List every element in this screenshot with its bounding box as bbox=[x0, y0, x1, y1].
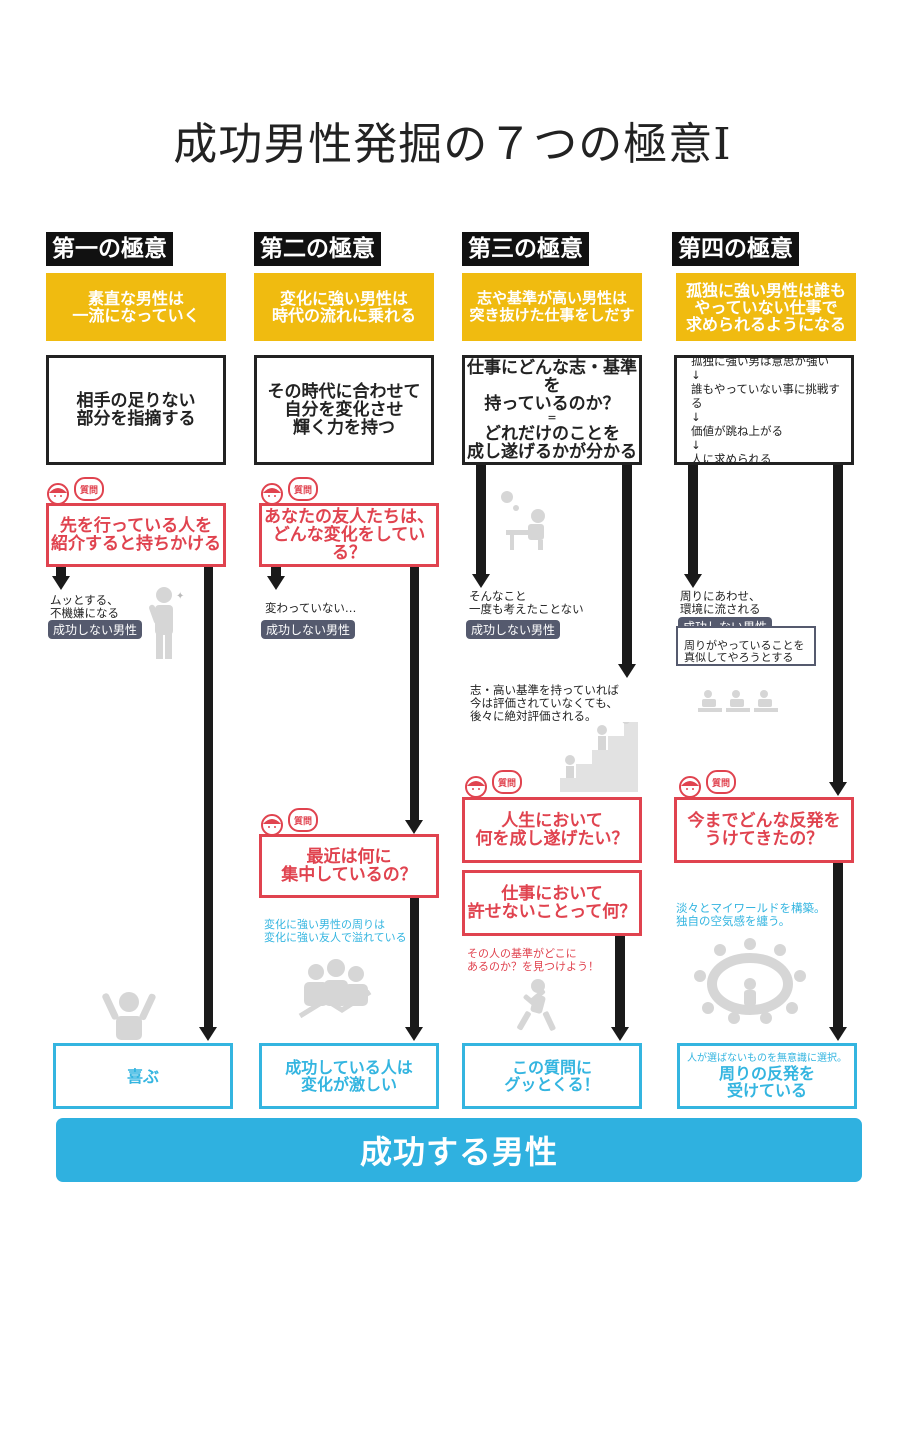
column-1-note: ムッとする、 不機嫌になる bbox=[50, 593, 119, 620]
questioner-face-icon bbox=[261, 814, 283, 836]
page-title: 成功男性発掘の７つの極意Ⅰ bbox=[173, 119, 732, 170]
column-4-left-arrow-icon bbox=[684, 574, 702, 588]
column-4-right-line-top bbox=[833, 465, 843, 783]
jumping-man-icon bbox=[516, 978, 564, 1038]
column-4-question-box: 今までどんな反発を うけてきたの？ bbox=[674, 797, 854, 863]
column-2-left-arrow-icon bbox=[267, 576, 285, 590]
success-man-banner: 成功する男性 bbox=[56, 1118, 862, 1182]
column-4-result-box: 人が選ばないものを無意識に選択。 周りの反発を 受けている bbox=[677, 1043, 857, 1109]
column-4-main-box: 孤独に強い男は意思が強い ↓ 誰もやっていない事に挑戦する ↓ 価値が跳ね上がる… bbox=[674, 354, 854, 466]
column-2-note-2: 変化に強い男性の周りは 変化に強い友人で溢れている bbox=[264, 918, 407, 944]
column-3-header: 第三の極意 bbox=[462, 232, 589, 266]
questioner-face-icon bbox=[465, 776, 487, 798]
question-bubble-icon: 質問 bbox=[706, 770, 736, 794]
column-1-result-box: 喜ぶ bbox=[53, 1043, 233, 1109]
climbing-stairs-icon bbox=[560, 716, 638, 796]
column-4-subnote-box: 周りがやっていることを 真似してやろうとする bbox=[676, 626, 816, 666]
question-bubble-icon: 質問 bbox=[288, 477, 318, 501]
annoyed-man-icon: ✦ bbox=[146, 585, 190, 665]
column-3-result-box: この質問に グッとくる！ bbox=[462, 1043, 642, 1109]
column-3-right-arrow-bottom-icon bbox=[611, 1027, 629, 1041]
column-4-header: 第四の極意 bbox=[672, 232, 799, 266]
column-2-header: 第二の極意 bbox=[254, 232, 381, 266]
svg-text:✦: ✦ bbox=[176, 591, 184, 602]
column-1-right-arrow-icon bbox=[199, 1027, 217, 1041]
column-4-note: 周りにあわせ、 環境に流される bbox=[680, 589, 761, 616]
questioner-face-icon bbox=[679, 776, 701, 798]
column-2-right-line-top bbox=[410, 567, 419, 821]
column-3-note-2: その人の基準がどこに あるのか？を見つけよう！ bbox=[467, 947, 599, 973]
copying-people-icon bbox=[698, 688, 782, 720]
column-4-right-arrow-bottom-icon bbox=[829, 1027, 847, 1041]
questioner-face-icon bbox=[47, 483, 69, 505]
column-3-right-arrow-top-icon bbox=[618, 664, 636, 678]
column-3-main-eq: ＝ bbox=[547, 414, 557, 424]
column-1-yellow-box: 素直な男性は 一流になっていく bbox=[46, 273, 226, 341]
column-3-question-2-box: 仕事において 許せないことって何？ bbox=[462, 870, 642, 936]
column-3-note-right: 志・高い基準を持っていれば 今は評価されていなくても、 後々に絶対評価される。 bbox=[470, 683, 619, 723]
column-2-right-line-bottom bbox=[410, 898, 419, 1028]
questioner-face-icon bbox=[261, 483, 283, 505]
column-4-yellow-box: 孤独に強い男性は誰も やっていない仕事で 求められるようになる bbox=[676, 273, 856, 341]
column-1-fail-badge: 成功しない男性 bbox=[48, 620, 143, 639]
happy-man-icon bbox=[98, 990, 160, 1044]
column-4-note-2: 淡々とマイワールドを構築。 独自の空気感を纏う。 bbox=[676, 901, 826, 928]
column-1-main-box: 相手の足りない 部分を指摘する bbox=[46, 355, 226, 465]
column-2-question-2-box: 最近は何に 集中しているの？ bbox=[259, 834, 439, 898]
column-2-right-arrow-bottom-icon bbox=[405, 1027, 423, 1041]
column-4-left-line bbox=[688, 465, 698, 575]
column-2-yellow-box: 変化に強い男性は 時代の流れに乗れる bbox=[254, 273, 434, 341]
column-1-right-line bbox=[204, 567, 213, 1027]
round-table-icon bbox=[690, 936, 810, 1032]
column-1-left-arrow-icon bbox=[52, 576, 70, 590]
question-bubble-icon: 質問 bbox=[288, 808, 318, 832]
column-2-left-stem bbox=[271, 567, 281, 577]
column-1-left-stem bbox=[56, 567, 66, 577]
column-3-yellow-box: 志や基準が高い男性は 突き抜けた仕事をしだす bbox=[462, 273, 642, 341]
column-2-note: 変わっていない… bbox=[265, 601, 357, 615]
column-3-question-box: 人生において 何を成し遂げたい？ bbox=[462, 797, 642, 863]
column-2-question-box: あなたの友人たちは、 どんな変化をしている？ bbox=[259, 503, 439, 567]
column-2-main-box: その時代に合わせて 自分を変化させ 輝く力を持つ bbox=[254, 355, 434, 465]
question-bubble-icon: 質問 bbox=[492, 770, 522, 794]
column-3-main-box: 仕事にどんな志・基準を 持っているのか？ ＝ どれだけのことを 成し遂げるかが分… bbox=[462, 355, 642, 465]
column-3-right-line-bottom bbox=[615, 936, 625, 1028]
column-3-main-top: 仕事にどんな志・基準を 持っているのか？ bbox=[467, 358, 637, 414]
column-4-result-main: 周りの反発を 受けている bbox=[718, 1064, 815, 1100]
column-4-right-arrow-top-icon bbox=[829, 782, 847, 796]
question-bubble-icon: 質問 bbox=[74, 477, 104, 501]
column-4-right-line-bottom bbox=[833, 863, 843, 1028]
column-4-result-small: 人が選ばないものを無意識に選択。 bbox=[687, 1053, 847, 1064]
thinking-man-icon bbox=[498, 490, 558, 554]
column-3-left-arrow-icon bbox=[472, 574, 490, 588]
column-2-right-arrow-top-icon bbox=[405, 820, 423, 834]
column-3-main-bottom: どれだけのことを 成し遂げるかが分かる bbox=[467, 424, 637, 462]
column-3-right-line-top bbox=[622, 465, 632, 665]
group-people-icon bbox=[296, 958, 374, 1024]
column-2-fail-badge: 成功しない男性 bbox=[261, 620, 356, 639]
column-3-note: そんなこと 一度も考えたことない bbox=[469, 589, 584, 616]
column-3-fail-badge: 成功しない男性 bbox=[466, 620, 561, 639]
column-1-header: 第一の極意 bbox=[46, 232, 173, 266]
column-2-result-box: 成功している人は 変化が激しい bbox=[259, 1043, 439, 1109]
column-1-question-box: 先を行っている人を 紹介すると持ちかける bbox=[46, 503, 226, 567]
column-3-left-line bbox=[476, 465, 486, 575]
